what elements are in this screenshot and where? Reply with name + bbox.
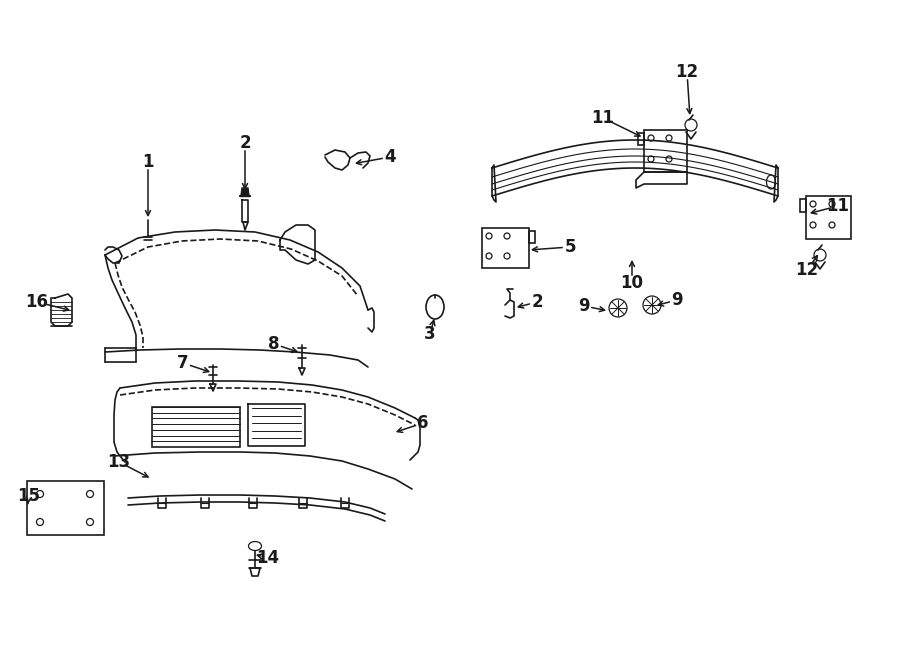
Text: 13: 13 (107, 453, 130, 471)
Text: 2: 2 (239, 134, 251, 152)
Bar (806, 196, 851, 239)
Text: 2: 2 (531, 293, 543, 311)
Text: 5: 5 (564, 238, 576, 256)
Bar (27, 481, 104, 535)
Bar (644, 130, 687, 172)
Text: 14: 14 (256, 549, 280, 567)
Text: 7: 7 (177, 354, 189, 372)
Text: 12: 12 (796, 261, 819, 279)
Text: 11: 11 (591, 109, 615, 127)
Text: 16: 16 (25, 293, 49, 311)
Text: 3: 3 (424, 325, 436, 343)
Text: 6: 6 (418, 414, 428, 432)
Bar (482, 228, 529, 268)
Bar (529, 231, 535, 243)
Text: 12: 12 (675, 63, 698, 81)
Text: 10: 10 (620, 274, 643, 292)
Text: 9: 9 (578, 297, 590, 315)
Bar (638, 133, 644, 145)
Text: 15: 15 (17, 487, 40, 505)
Bar (152, 407, 240, 447)
Bar (800, 199, 806, 212)
Text: 1: 1 (142, 153, 154, 171)
Text: 4: 4 (384, 148, 396, 166)
Text: 9: 9 (671, 291, 683, 309)
Polygon shape (241, 188, 249, 196)
Text: 8: 8 (268, 335, 280, 353)
Text: 11: 11 (826, 197, 850, 215)
